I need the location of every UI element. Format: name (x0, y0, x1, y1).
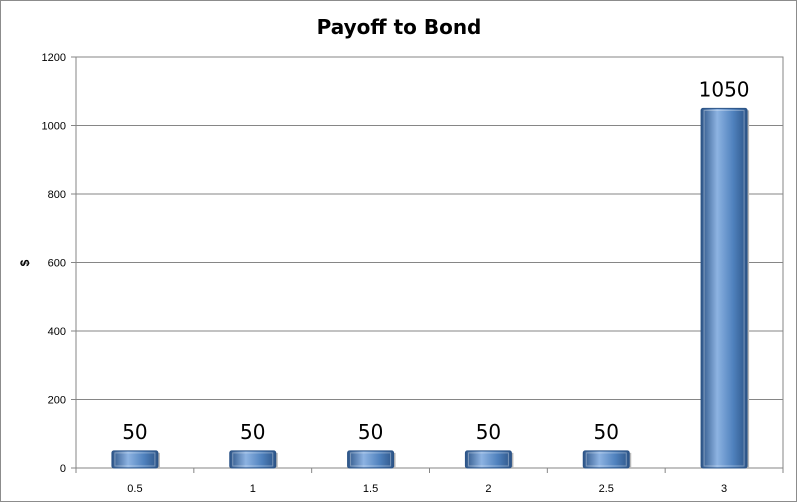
gridlines (71, 56, 784, 473)
y-tick-label: 400 (48, 326, 66, 338)
x-tick-label: 1 (250, 483, 256, 495)
bar (582, 450, 630, 469)
bar (111, 450, 159, 469)
data-labels: 50 50 50 50 50 1050 (122, 77, 749, 444)
bar-highlight (350, 452, 392, 467)
x-tick-label: 1.5 (363, 483, 378, 495)
x-tick-label: 0.5 (127, 483, 142, 495)
data-label: 50 (240, 420, 265, 444)
y-tick-label: 1200 (42, 52, 66, 64)
bar-highlight (703, 109, 745, 467)
y-tick-label: 200 (48, 395, 66, 407)
y-tick-label: 600 (48, 258, 66, 270)
data-label: 50 (594, 420, 619, 444)
bar-highlight (467, 452, 509, 467)
y-tick-label: 1000 (42, 121, 66, 133)
bar (464, 450, 512, 469)
x-tick-label: 3 (721, 483, 727, 495)
data-label: 50 (358, 420, 383, 444)
data-label: 50 (122, 420, 147, 444)
x-tick-label: 2.5 (599, 483, 614, 495)
bar (700, 107, 748, 469)
bar (229, 450, 277, 469)
bars (111, 107, 750, 469)
y-tick-label: 0 (60, 463, 66, 475)
bar-highlight (114, 452, 156, 467)
y-tick-label: 800 (48, 189, 66, 201)
axis-ticks: 0 200 400 600 800 1000 1200 0.5 1 1.5 2 2.5 3 (42, 52, 728, 495)
bar-highlight (585, 452, 627, 467)
y-axis-label: $ (18, 259, 32, 266)
chart-title: Payoff to Bond (317, 15, 482, 39)
x-tick-label: 2 (485, 483, 491, 495)
bar-highlight (232, 452, 274, 467)
data-label: 1050 (699, 77, 750, 101)
bar (347, 450, 395, 469)
data-label: 50 (476, 420, 501, 444)
